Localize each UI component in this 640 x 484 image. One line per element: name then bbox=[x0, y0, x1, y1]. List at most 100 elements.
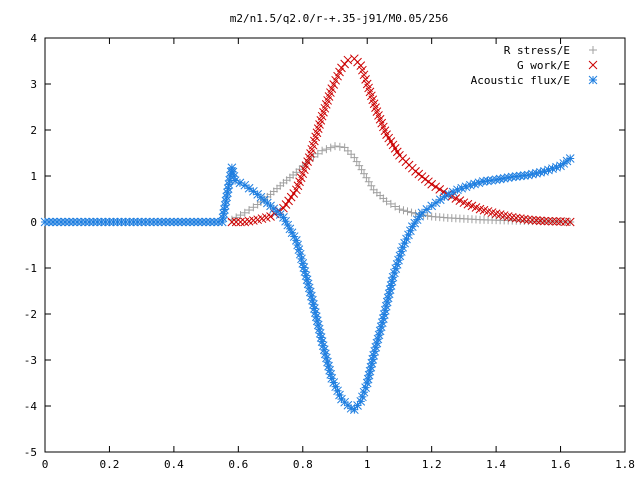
data-point bbox=[153, 217, 163, 227]
data-point-fill bbox=[403, 207, 412, 216]
data-point-fill-stroke bbox=[309, 299, 318, 309]
data-point bbox=[121, 217, 130, 227]
data-point-stroke bbox=[540, 216, 549, 226]
data-point-fill-stroke bbox=[375, 114, 385, 124]
data-point-fill-stroke bbox=[149, 217, 159, 227]
data-point-fill-stroke bbox=[193, 217, 203, 227]
data-point-fill bbox=[431, 182, 441, 192]
data-point-fill-stroke bbox=[177, 217, 187, 227]
data-point-stroke bbox=[459, 198, 469, 208]
data-point-fill-stroke bbox=[316, 333, 326, 342]
data-point bbox=[105, 217, 114, 227]
data-point-stroke bbox=[507, 172, 517, 182]
legend-marker bbox=[588, 75, 598, 85]
data-point bbox=[382, 197, 391, 206]
data-point-fill-stroke bbox=[519, 214, 529, 224]
x-tick-label: 1.6 bbox=[551, 458, 571, 471]
data-point-fill bbox=[109, 217, 118, 227]
data-point-fill-stroke bbox=[312, 316, 322, 326]
data-point-stroke bbox=[227, 163, 237, 173]
data-point-fill-stroke bbox=[323, 357, 332, 367]
data-point-fill bbox=[145, 217, 155, 227]
data-point-fill-stroke bbox=[302, 275, 312, 285]
x-tick-label: 1.8 bbox=[615, 458, 635, 471]
data-point bbox=[427, 179, 437, 189]
data-point-fill-stroke bbox=[205, 217, 215, 227]
data-point bbox=[88, 217, 98, 227]
data-point-stroke bbox=[308, 295, 317, 305]
data-point-fill bbox=[343, 146, 352, 155]
data-point-fill bbox=[515, 214, 525, 223]
data-point-fill-stroke bbox=[228, 167, 238, 177]
y-tick-label: -1 bbox=[24, 262, 37, 275]
data-point-fill-stroke bbox=[189, 217, 199, 227]
data-point-stroke bbox=[343, 55, 353, 65]
data-point-stroke bbox=[298, 259, 308, 268]
data-point-fill-stroke bbox=[97, 217, 106, 227]
data-point-fill-stroke bbox=[318, 341, 328, 351]
data-point-fill bbox=[149, 217, 159, 227]
data-point-fill-stroke bbox=[281, 200, 291, 209]
data-point-fill-stroke bbox=[52, 217, 62, 227]
data-point-fill bbox=[231, 217, 241, 227]
data-point-fill-stroke bbox=[365, 87, 375, 97]
data-point-fill bbox=[536, 216, 545, 226]
data-point-fill-stroke bbox=[93, 217, 102, 227]
data-point-fill bbox=[444, 190, 454, 199]
data-point-stroke bbox=[327, 374, 337, 383]
data-point bbox=[565, 154, 575, 163]
data-point-fill bbox=[461, 182, 471, 192]
data-point-fill-stroke bbox=[388, 140, 398, 150]
data-point-stroke bbox=[279, 213, 288, 222]
data-point-fill bbox=[197, 217, 207, 227]
data-point-fill-stroke bbox=[400, 238, 409, 248]
data-point-fill bbox=[455, 196, 465, 205]
data-point-fill bbox=[193, 217, 203, 227]
data-point bbox=[266, 212, 275, 221]
data-point-fill-stroke bbox=[515, 214, 525, 223]
legend-marker bbox=[588, 60, 598, 70]
data-point-fill bbox=[352, 157, 361, 166]
data-point-fill-stroke bbox=[322, 353, 331, 363]
data-point-fill bbox=[329, 378, 339, 387]
data-point-fill bbox=[329, 80, 339, 89]
data-point-fill bbox=[286, 192, 296, 202]
data-point-fill-stroke bbox=[303, 279, 313, 289]
data-marks bbox=[40, 54, 575, 415]
data-point-fill-stroke bbox=[380, 126, 390, 136]
data-point bbox=[169, 217, 179, 227]
x-tick-label: 0.4 bbox=[164, 458, 184, 471]
data-point-fill bbox=[399, 206, 408, 215]
data-point-fill bbox=[519, 214, 529, 224]
data-point-fill-stroke bbox=[101, 217, 110, 227]
data-point bbox=[565, 217, 575, 227]
data-point-fill bbox=[236, 211, 245, 220]
data-point-fill-stroke bbox=[390, 144, 400, 153]
data-point-fill-stroke bbox=[44, 217, 54, 227]
x-tick-label: 1.4 bbox=[486, 458, 506, 471]
data-point-fill-stroke bbox=[229, 171, 239, 181]
data-point-stroke bbox=[266, 212, 275, 221]
data-point-fill-stroke bbox=[528, 215, 537, 225]
data-point-fill-stroke bbox=[451, 194, 461, 203]
series-1 bbox=[227, 54, 575, 227]
data-point-fill-stroke bbox=[353, 401, 362, 410]
data-point-fill-stroke bbox=[300, 267, 310, 276]
data-point-fill bbox=[181, 217, 191, 227]
data-point-stroke bbox=[398, 242, 408, 252]
data-point-fill-stroke bbox=[368, 95, 378, 105]
y-tick-label: -5 bbox=[24, 446, 37, 459]
data-point-fill-stroke bbox=[320, 349, 330, 359]
data-point-fill-stroke bbox=[109, 217, 118, 227]
data-point-fill-stroke bbox=[161, 217, 171, 227]
data-point-fill-stroke bbox=[483, 207, 493, 216]
data-point-fill-stroke bbox=[358, 65, 367, 75]
data-point-fill-stroke bbox=[329, 378, 339, 387]
x-tick-label: 0.6 bbox=[228, 458, 248, 471]
data-point-fill-stroke bbox=[310, 308, 320, 317]
data-point-fill-stroke bbox=[324, 361, 333, 371]
data-point-fill-stroke bbox=[479, 205, 489, 215]
data-point-fill-stroke bbox=[283, 220, 293, 230]
data-point-stroke bbox=[372, 107, 382, 116]
